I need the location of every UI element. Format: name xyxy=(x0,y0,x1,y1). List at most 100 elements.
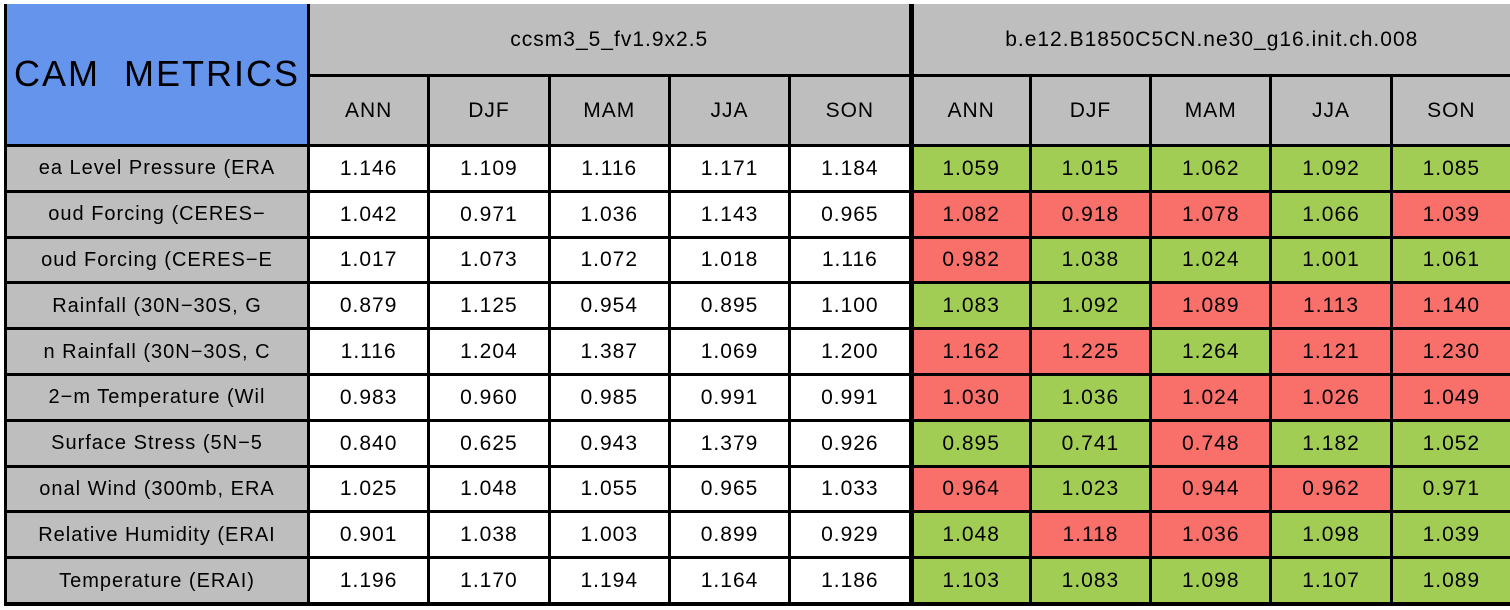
cam-metrics-table: CAM METRICS ccsm3_5_fv1.9x2.5 b.e12.B185… xyxy=(4,4,1510,606)
metric-value-cell: 1.186 xyxy=(791,559,909,602)
metric-row-label: Temperature (ERAI) xyxy=(7,559,307,602)
metric-value-cell: 1.098 xyxy=(1152,559,1270,602)
metric-value-cell: 1.116 xyxy=(310,330,428,373)
metric-value-cell: 1.042 xyxy=(310,192,428,236)
metric-value-cell: 0.985 xyxy=(550,375,668,419)
metric-value-cell: 0.879 xyxy=(310,284,428,328)
metric-value-cell: 1.015 xyxy=(1031,147,1150,190)
metric-value-cell: 1.089 xyxy=(1152,284,1270,328)
metric-value-cell: 0.943 xyxy=(550,421,668,465)
metric-value-cell: 1.085 xyxy=(1392,147,1510,190)
metric-value-cell: 1.098 xyxy=(1272,513,1390,557)
metric-value-cell: 0.960 xyxy=(430,375,548,419)
model-name-header-2: b.e12.B1850C5CN.ne30_g16.init.ch.008 xyxy=(911,4,1510,74)
metric-value-cell: 1.038 xyxy=(430,513,548,557)
metric-value-cell: 0.929 xyxy=(791,513,909,557)
metric-value-cell: 1.023 xyxy=(1031,467,1150,511)
metric-row-label: ea Level Pressure (ERA xyxy=(7,147,307,190)
metric-value-cell: 0.983 xyxy=(310,375,428,419)
metric-value-cell: 1.116 xyxy=(791,238,909,282)
metric-value-cell: 1.083 xyxy=(1031,559,1150,602)
metric-value-cell: 1.039 xyxy=(1392,513,1510,557)
season-header: JJA xyxy=(1272,77,1390,144)
metric-value-cell: 1.036 xyxy=(1152,513,1270,557)
metric-value-cell: 1.125 xyxy=(430,284,548,328)
metric-value-cell: 1.078 xyxy=(1152,192,1270,236)
metric-value-cell: 0.944 xyxy=(1152,467,1270,511)
metric-value-cell: 1.061 xyxy=(1392,238,1510,282)
metric-value-cell: 1.036 xyxy=(550,192,668,236)
metric-value-cell: 1.030 xyxy=(911,375,1029,419)
metric-value-cell: 0.991 xyxy=(791,375,909,419)
metric-value-cell: 0.748 xyxy=(1152,421,1270,465)
metric-value-cell: 1.109 xyxy=(430,147,548,190)
season-header: MAM xyxy=(1152,77,1270,144)
metric-value-cell: 1.038 xyxy=(1031,238,1150,282)
metric-value-cell: 0.982 xyxy=(911,238,1029,282)
table-title: CAM METRICS xyxy=(7,4,307,144)
metric-value-cell: 1.089 xyxy=(1392,559,1510,602)
metric-row-label: 2−m Temperature (Wil xyxy=(7,375,307,419)
metric-value-cell: 1.171 xyxy=(670,147,789,190)
metric-value-cell: 0.991 xyxy=(670,375,789,419)
metric-value-cell: 1.052 xyxy=(1392,421,1510,465)
metric-value-cell: 1.003 xyxy=(550,513,668,557)
metric-value-cell: 1.113 xyxy=(1272,284,1390,328)
metric-value-cell: 1.184 xyxy=(791,147,909,190)
metric-value-cell: 0.895 xyxy=(670,284,789,328)
season-header: DJF xyxy=(1031,77,1150,144)
metric-value-cell: 0.954 xyxy=(550,284,668,328)
metric-value-cell: 0.899 xyxy=(670,513,789,557)
metric-value-cell: 1.033 xyxy=(791,467,909,511)
metric-value-cell: 0.971 xyxy=(1392,467,1510,511)
metric-value-cell: 0.901 xyxy=(310,513,428,557)
season-header: DJF xyxy=(430,77,548,144)
metric-value-cell: 0.964 xyxy=(911,467,1029,511)
metric-value-cell: 1.225 xyxy=(1031,330,1150,373)
metric-value-cell: 1.048 xyxy=(911,513,1029,557)
metric-value-cell: 1.140 xyxy=(1392,284,1510,328)
metric-row-label: oud Forcing (CERES−E xyxy=(7,238,307,282)
metric-value-cell: 1.264 xyxy=(1152,330,1270,373)
metric-value-cell: 0.625 xyxy=(430,421,548,465)
metric-value-cell: 0.895 xyxy=(911,421,1029,465)
metric-value-cell: 0.965 xyxy=(670,467,789,511)
season-header: SON xyxy=(1392,77,1510,144)
metric-value-cell: 1.194 xyxy=(550,559,668,602)
metric-value-cell: 1.083 xyxy=(911,284,1029,328)
metric-value-cell: 1.204 xyxy=(430,330,548,373)
metric-row-label: oud Forcing (CERES− xyxy=(7,192,307,236)
metric-row-label: n Rainfall (30N−30S, C xyxy=(7,330,307,373)
model-name-header-1: ccsm3_5_fv1.9x2.5 xyxy=(310,4,909,74)
metric-value-cell: 1.048 xyxy=(430,467,548,511)
metric-value-cell: 1.039 xyxy=(1392,192,1510,236)
metric-value-cell: 1.024 xyxy=(1152,375,1270,419)
metric-value-cell: 1.049 xyxy=(1392,375,1510,419)
metric-value-cell: 0.971 xyxy=(430,192,548,236)
metric-row-label: onal Wind (300mb, ERA xyxy=(7,467,307,511)
metric-value-cell: 1.100 xyxy=(791,284,909,328)
metric-value-cell: 0.840 xyxy=(310,421,428,465)
metric-row-label: Rainfall (30N−30S, G xyxy=(7,284,307,328)
metric-value-cell: 1.017 xyxy=(310,238,428,282)
metric-value-cell: 1.082 xyxy=(911,192,1029,236)
metric-value-cell: 1.103 xyxy=(911,559,1029,602)
metric-value-cell: 1.107 xyxy=(1272,559,1390,602)
metric-value-cell: 1.143 xyxy=(670,192,789,236)
metric-value-cell: 1.121 xyxy=(1272,330,1390,373)
metric-value-cell: 1.118 xyxy=(1031,513,1150,557)
metric-value-cell: 1.055 xyxy=(550,467,668,511)
metric-value-cell: 0.965 xyxy=(791,192,909,236)
metric-value-cell: 1.036 xyxy=(1031,375,1150,419)
metric-value-cell: 1.026 xyxy=(1272,375,1390,419)
metric-value-cell: 0.962 xyxy=(1272,467,1390,511)
metric-value-cell: 1.182 xyxy=(1272,421,1390,465)
metric-row-label: Surface Stress (5N−5 xyxy=(7,421,307,465)
season-header: SON xyxy=(791,77,909,144)
season-header: JJA xyxy=(670,77,789,144)
season-header: ANN xyxy=(310,77,428,144)
metric-value-cell: 1.200 xyxy=(791,330,909,373)
metric-value-cell: 1.066 xyxy=(1272,192,1390,236)
metric-value-cell: 1.230 xyxy=(1392,330,1510,373)
metric-row-label: Relative Humidity (ERAI xyxy=(7,513,307,557)
